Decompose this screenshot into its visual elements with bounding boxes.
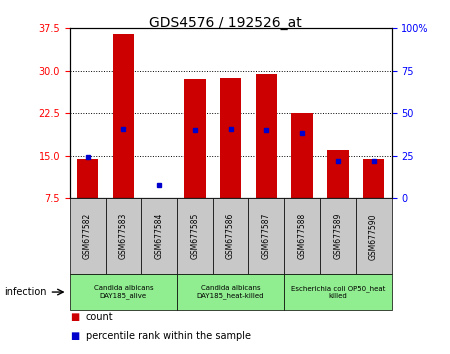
Text: GSM677582: GSM677582 [83, 213, 92, 259]
Text: GSM677587: GSM677587 [262, 213, 271, 259]
Text: GDS4576 / 192526_at: GDS4576 / 192526_at [148, 16, 302, 30]
Text: GSM677583: GSM677583 [119, 213, 128, 259]
Text: GSM677589: GSM677589 [333, 213, 342, 259]
Bar [77, 159, 99, 198]
Text: ■: ■ [70, 312, 79, 322]
Text: percentile rank within the sample: percentile rank within the sample [86, 331, 251, 341]
Text: infection: infection [4, 287, 47, 297]
Bar [112, 34, 134, 198]
Bar [363, 159, 384, 198]
Bar [292, 113, 313, 198]
Text: GSM677585: GSM677585 [190, 213, 199, 259]
Bar [220, 78, 241, 198]
Bar [327, 150, 349, 198]
Text: Candida albicans
DAY185_alive: Candida albicans DAY185_alive [94, 285, 153, 299]
Text: ■: ■ [70, 331, 79, 341]
Text: GSM677588: GSM677588 [297, 213, 306, 259]
Text: Candida albicans
DAY185_heat-killed: Candida albicans DAY185_heat-killed [197, 285, 265, 299]
Text: GSM677590: GSM677590 [369, 213, 378, 259]
Bar [184, 79, 206, 198]
Text: GSM677584: GSM677584 [155, 213, 164, 259]
Text: count: count [86, 312, 113, 322]
Bar [256, 74, 277, 198]
Text: Escherichia coli OP50_heat
killed: Escherichia coli OP50_heat killed [291, 285, 385, 299]
Text: GSM677586: GSM677586 [226, 213, 235, 259]
